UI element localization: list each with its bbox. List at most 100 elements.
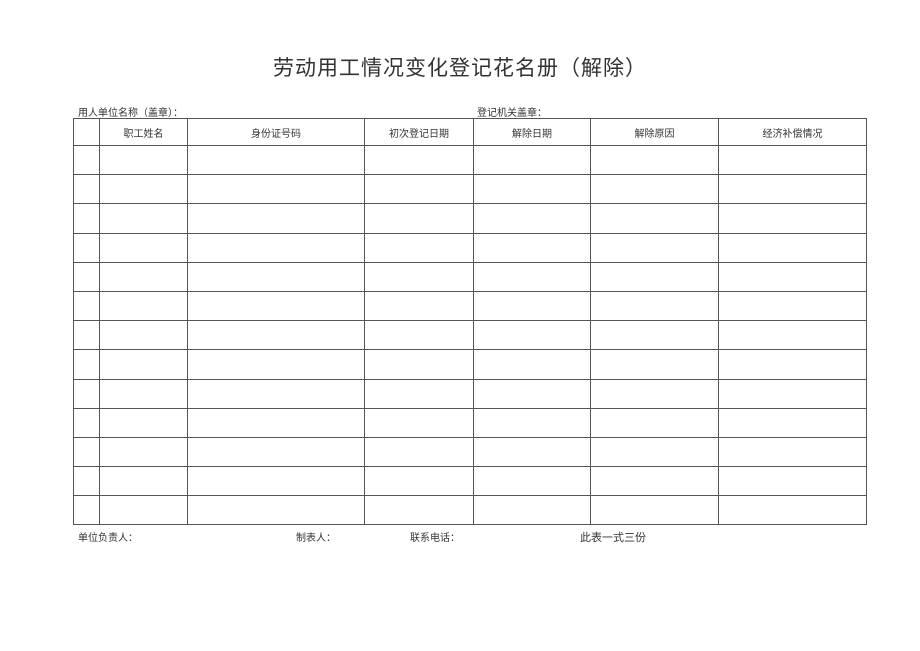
table-cell xyxy=(364,203,474,234)
table-row xyxy=(73,436,867,468)
column-header-index xyxy=(73,118,100,146)
table-cell xyxy=(187,320,365,351)
column-header-termination-reason: 解除原因 xyxy=(590,118,719,146)
table-cell xyxy=(718,203,867,234)
table-cell xyxy=(364,320,474,351)
table-cell xyxy=(473,144,591,176)
table-cell xyxy=(187,349,365,380)
table-cell xyxy=(99,436,188,468)
table-cell xyxy=(364,378,474,409)
table-cell xyxy=(73,495,100,526)
table-cell xyxy=(187,174,365,205)
table-cell xyxy=(718,320,867,351)
table-cell xyxy=(73,203,100,234)
table-cell xyxy=(590,320,719,351)
table-cell xyxy=(718,495,867,526)
table-cell xyxy=(364,174,474,205)
table-cell xyxy=(590,144,719,176)
preparer-label: 制表人： xyxy=(296,533,336,544)
table-cell xyxy=(473,466,591,497)
column-header-id-number: 身份证号码 xyxy=(187,118,365,146)
table-cell xyxy=(187,290,365,322)
table-cell xyxy=(73,378,100,409)
table-row xyxy=(73,466,867,497)
table-cell xyxy=(99,407,188,438)
table-row xyxy=(73,320,867,351)
table-cell xyxy=(473,495,591,526)
table-cell xyxy=(364,466,474,497)
table-cell xyxy=(73,232,100,263)
table-cell xyxy=(364,407,474,438)
table-cell xyxy=(73,320,100,351)
table-cell xyxy=(718,290,867,322)
table-cell xyxy=(364,349,474,380)
unit-head-label: 单位负责人： xyxy=(78,533,138,544)
column-header-name: 职工姓名 xyxy=(99,118,188,146)
table-cell xyxy=(99,290,188,322)
table-cell xyxy=(99,320,188,351)
table-cell xyxy=(187,144,365,176)
table-cell xyxy=(590,495,719,526)
table-cell xyxy=(187,407,365,438)
page-title: 劳动用工情况变化登记花名册（解除） xyxy=(273,56,647,80)
table-cell xyxy=(187,378,365,409)
table-cell xyxy=(590,232,719,263)
table-cell xyxy=(718,144,867,176)
table-cell xyxy=(718,349,867,380)
table-cell xyxy=(473,320,591,351)
table-cell xyxy=(99,203,188,234)
table-cell xyxy=(187,203,365,234)
table-cell xyxy=(590,290,719,322)
table-cell xyxy=(590,466,719,497)
table-row xyxy=(73,290,867,322)
table-cell xyxy=(718,174,867,205)
table-cell xyxy=(718,407,867,438)
table-cell xyxy=(73,174,100,205)
table-cell xyxy=(590,349,719,380)
table-cell xyxy=(73,261,100,292)
table-cell xyxy=(473,290,591,322)
table-cell xyxy=(364,436,474,468)
column-header-first-registration-date: 初次登记日期 xyxy=(364,118,474,146)
table-cell xyxy=(590,174,719,205)
table-cell xyxy=(364,144,474,176)
table-cell xyxy=(364,290,474,322)
table-cell xyxy=(364,495,474,526)
table-cell xyxy=(473,407,591,438)
table-row xyxy=(73,349,867,380)
copies-note: 此表一式三份 xyxy=(580,531,646,544)
table-cell xyxy=(99,378,188,409)
table-cell xyxy=(73,349,100,380)
table-cell xyxy=(73,144,100,176)
phone-label: 联系电话： xyxy=(410,533,460,544)
registrar-label: 登记机关盖章： xyxy=(477,108,547,119)
table-cell xyxy=(99,349,188,380)
table-cell xyxy=(73,290,100,322)
table-cell xyxy=(590,436,719,468)
table-cell xyxy=(99,261,188,292)
table-row xyxy=(73,174,867,205)
table-cell xyxy=(473,436,591,468)
table-cell xyxy=(99,232,188,263)
table-cell xyxy=(73,466,100,497)
employer-label: 用人单位名称（盖章）： xyxy=(78,108,183,119)
table-cell xyxy=(718,232,867,263)
table-row xyxy=(73,203,867,234)
table-row xyxy=(73,495,867,526)
table-cell xyxy=(99,174,188,205)
table-cell xyxy=(718,436,867,468)
table-cell xyxy=(590,378,719,409)
table-cell xyxy=(187,436,365,468)
table-cell xyxy=(99,466,188,497)
column-header-termination-date: 解除日期 xyxy=(473,118,591,146)
table-cell xyxy=(187,466,365,497)
table-cell xyxy=(99,144,188,176)
table-cell xyxy=(590,203,719,234)
table-cell xyxy=(473,349,591,380)
table-cell xyxy=(187,495,365,526)
table-cell xyxy=(590,261,719,292)
table-cell xyxy=(473,261,591,292)
table-row xyxy=(73,232,867,263)
table-cell xyxy=(590,407,719,438)
table-cell xyxy=(473,203,591,234)
